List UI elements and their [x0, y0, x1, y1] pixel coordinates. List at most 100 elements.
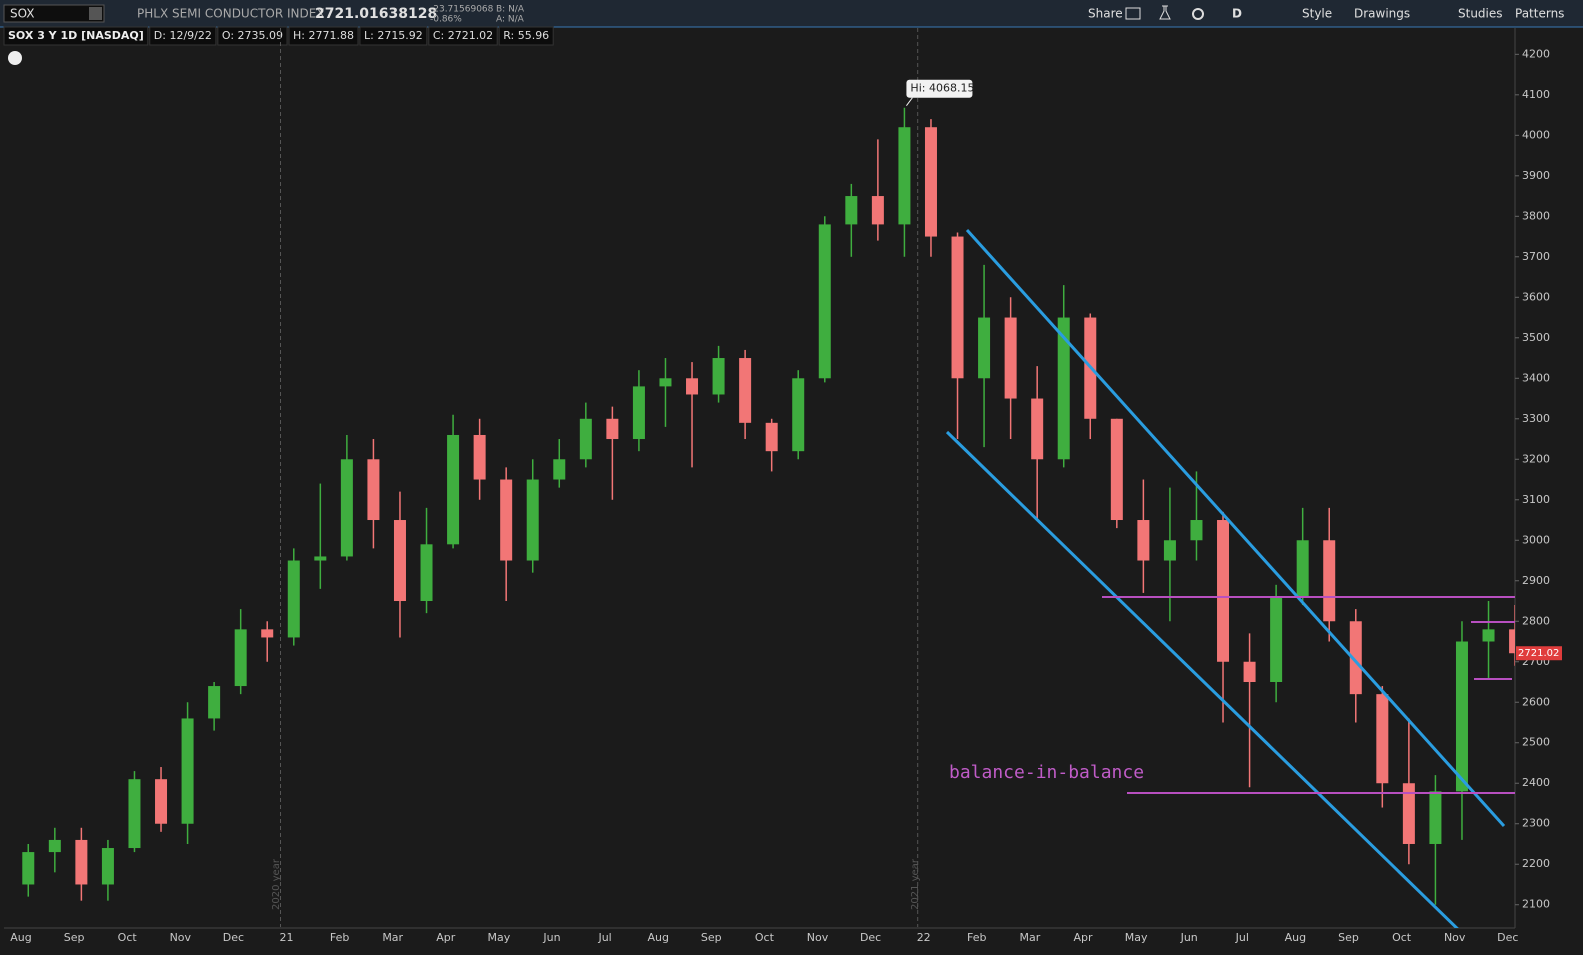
aggregation-button[interactable]: D	[1232, 7, 1242, 21]
candle-body	[314, 556, 327, 561]
icon[interactable]	[1192, 8, 1204, 20]
style-button[interactable]: Style	[1302, 7, 1332, 21]
candle-body	[75, 839, 88, 885]
candle-body	[579, 418, 592, 460]
y-tick-label: 3200	[1522, 452, 1550, 465]
icon[interactable]	[1125, 7, 1141, 20]
candle-body	[234, 629, 247, 687]
patterns-button[interactable]: Patterns	[1515, 7, 1564, 21]
info-box	[359, 26, 428, 46]
alert-icon[interactable]	[8, 51, 22, 65]
candle-body	[1429, 791, 1442, 844]
candle-body	[1217, 520, 1230, 662]
x-tick-label: Jul	[1235, 931, 1249, 944]
candle-body	[208, 686, 221, 719]
candle-body	[712, 358, 725, 395]
y-tick-label: 3600	[1522, 290, 1550, 303]
x-tick-label: Apr	[436, 931, 456, 944]
x-tick-label: Dec	[223, 931, 244, 944]
candle-body	[871, 196, 884, 225]
candle-body	[1376, 694, 1389, 784]
candle-body	[1349, 621, 1362, 695]
x-tick-label: 22	[917, 931, 931, 944]
x-tick-label: Aug	[647, 931, 668, 944]
x-tick-label: Sep	[701, 931, 722, 944]
candle-body	[1004, 317, 1017, 399]
info-box	[149, 26, 217, 46]
candle-body	[924, 127, 937, 237]
candle-body	[155, 779, 168, 824]
info-item: D: 12/9/22	[154, 29, 212, 42]
bid: B: N/A	[496, 5, 525, 15]
candle-body	[632, 386, 645, 440]
symbol-dropdown[interactable]	[89, 7, 102, 20]
x-tick-label: Jul	[597, 931, 611, 944]
x-tick-label: Sep	[64, 931, 85, 944]
x-tick-label: Mar	[1020, 931, 1041, 944]
change: -23.71569068	[430, 5, 494, 15]
year-label: 2020 year	[271, 858, 282, 910]
share-button[interactable]: Share	[1088, 7, 1123, 21]
info-box	[3, 26, 149, 46]
candle-body	[101, 848, 114, 885]
y-tick-label: 3100	[1522, 493, 1550, 506]
studies-button[interactable]: Studies	[1458, 7, 1503, 21]
y-tick-label: 2600	[1522, 695, 1550, 708]
x-tick-label: Feb	[330, 931, 349, 944]
icon[interactable]	[1159, 5, 1171, 20]
candle-body	[526, 479, 539, 561]
candle-body	[128, 779, 141, 849]
drawings	[945, 228, 1515, 937]
candle-body	[367, 459, 380, 521]
candle-body	[951, 236, 964, 379]
trend-line[interactable]	[945, 430, 1466, 937]
last-price-label: 2721.02	[1518, 648, 1559, 659]
drawings-button[interactable]: Drawings	[1354, 7, 1410, 21]
hi-label: Hi: 4068.15	[910, 82, 974, 95]
candle-body	[48, 839, 61, 853]
x-tick-label: Sep	[1338, 931, 1359, 944]
candle-body	[818, 224, 831, 379]
x-tick-label: Dec	[1497, 931, 1518, 944]
y-tick-label: 2800	[1522, 614, 1550, 627]
candle-body	[261, 629, 274, 638]
trend-line[interactable]	[965, 228, 1506, 828]
candle-body	[1190, 520, 1203, 541]
candle-body	[792, 378, 805, 452]
candle-body	[500, 479, 513, 561]
x-tick-label: Jun	[542, 931, 560, 944]
candle-body	[473, 434, 486, 480]
symbol-input[interactable]	[3, 4, 105, 23]
candle-body	[1110, 418, 1123, 521]
candle-body	[447, 434, 460, 545]
x-tick-label: Nov	[170, 931, 192, 944]
candle-body	[181, 718, 194, 824]
info-box	[217, 26, 288, 46]
last-price-tag	[1516, 646, 1562, 661]
x-tick-label: Jun	[1180, 931, 1198, 944]
candle-body	[393, 520, 406, 602]
candle-body	[1402, 783, 1415, 844]
x-tick-label: Aug	[1285, 931, 1306, 944]
candle-body	[1270, 596, 1283, 683]
info-box	[428, 26, 498, 46]
info-item: R: 55.96	[503, 29, 549, 42]
candle-body	[1243, 661, 1256, 683]
y-tick-label: 4000	[1522, 128, 1550, 141]
candle-body	[1031, 398, 1044, 460]
candle-body	[606, 418, 619, 440]
candle-body	[978, 317, 991, 379]
description: PHLX SEMI CONDUCTOR INDEX	[137, 7, 325, 21]
x-tick-label: May	[1125, 931, 1148, 944]
candle-body	[1482, 629, 1495, 642]
toolbar-bg	[0, 0, 1583, 27]
candle-body	[898, 127, 911, 225]
info-item: H: 2771.88	[293, 29, 354, 42]
info-box	[288, 26, 359, 46]
candle-body	[686, 378, 699, 395]
year-label: 2021 year	[910, 858, 921, 910]
candle-body	[659, 378, 672, 387]
candle-body	[1509, 629, 1515, 654]
y-tick-label: 3000	[1522, 533, 1550, 546]
candle-body	[22, 852, 35, 885]
